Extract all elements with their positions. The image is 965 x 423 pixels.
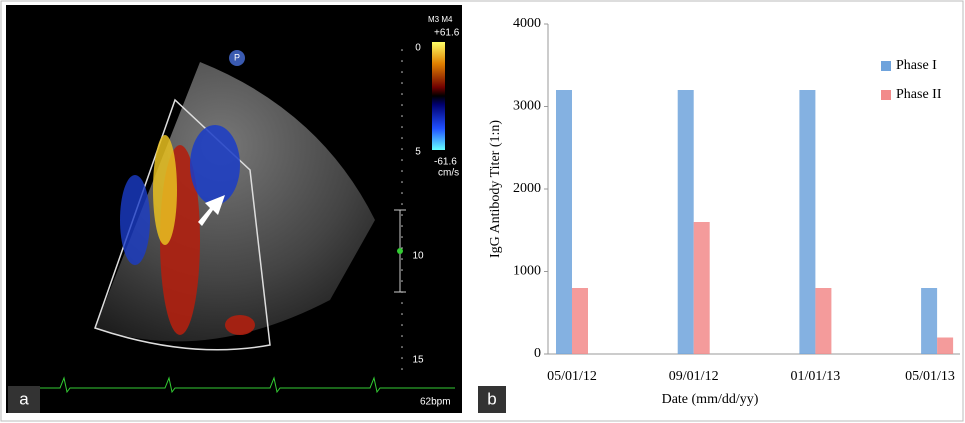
depth-dot (401, 203, 403, 205)
depth-dot (401, 60, 403, 62)
depth-dot (401, 335, 403, 337)
legend-label: Phase II (896, 87, 942, 102)
depth-dot (401, 148, 403, 150)
bar (677, 90, 694, 354)
depth-dot (401, 49, 403, 51)
panel-label: a (19, 389, 29, 408)
bar (921, 288, 938, 354)
depth-dot (401, 247, 403, 249)
x-tick-label: 09/01/12 (669, 369, 719, 384)
bar (556, 90, 572, 354)
x-tick-label: 01/01/13 (791, 369, 841, 384)
depth-dot (401, 269, 403, 271)
depth-dot (401, 214, 403, 216)
ecg (30, 376, 455, 394)
bar (799, 90, 816, 354)
depth-label: 15 (412, 355, 424, 366)
y-tick-label: 1000 (513, 264, 541, 279)
depth-label: 5 (415, 147, 421, 158)
depth-dot (401, 302, 403, 304)
depth-dot (401, 181, 403, 183)
y-tick-label: 0 (534, 346, 541, 361)
velocity-unit: cm/s (438, 168, 459, 179)
depth-dot (401, 170, 403, 172)
bar (693, 222, 710, 354)
depth-dot (401, 291, 403, 293)
depth-dot (401, 71, 403, 73)
velocity-max: +61.6 (434, 28, 460, 39)
depth-label: 0 (415, 43, 421, 54)
depth-dot (401, 236, 403, 238)
probe: M3 M4 (428, 15, 453, 24)
color-scale (432, 42, 445, 150)
heart-rate: 62bpm (420, 397, 451, 408)
x-tick-label: 05/01/12 (547, 369, 597, 384)
depth-dot (401, 137, 403, 139)
flow-blue (120, 175, 150, 265)
x-tick-label: 05/01/13 (905, 369, 955, 384)
marker: P (234, 52, 240, 62)
legend-swatch (881, 90, 891, 100)
y-tick-label: 2000 (513, 181, 541, 196)
x-axis-label: Date (mm/dd/yy) (662, 392, 759, 407)
caliper-focus (397, 248, 403, 254)
panel-label: b (487, 389, 496, 408)
bar (815, 288, 832, 354)
depth-dot (401, 258, 403, 260)
y-tick-label: 4000 (513, 16, 541, 31)
y-tick-label: 3000 (513, 99, 541, 114)
panel-label-box (8, 386, 40, 413)
y-axis-label: IgG Antibody Titer (1:n) (488, 120, 503, 258)
depth-dot (401, 159, 403, 161)
depth-dot (401, 126, 403, 128)
legend-label: Phase I (896, 58, 937, 73)
echo-panel: P M3 M4 +61.6 -61.6 cm/s 62bpm a (6, 5, 462, 413)
depth-dot (401, 93, 403, 95)
legend-swatch (881, 61, 891, 71)
bar (572, 288, 588, 354)
depth-dot (401, 192, 403, 194)
arrow (198, 195, 225, 226)
flow-yellow (153, 135, 177, 245)
depth-dot (401, 357, 403, 359)
depth-dot (401, 115, 403, 117)
depth-dot (401, 225, 403, 227)
depth-label: 10 (412, 251, 424, 262)
panel-label-box (478, 386, 506, 413)
depth-dot (401, 368, 403, 370)
depth-dot (401, 324, 403, 326)
depth-dot (401, 82, 403, 84)
depth-dot (401, 104, 403, 106)
color-box (94, 98, 271, 351)
marker-circle (229, 50, 245, 66)
depth-dot (401, 346, 403, 348)
bar (937, 337, 954, 354)
flow-red (225, 315, 255, 335)
velocity-min: -61.6 (434, 157, 457, 168)
depth-dot (401, 313, 403, 315)
depth-dot (401, 280, 403, 282)
flow-blue (190, 125, 240, 205)
